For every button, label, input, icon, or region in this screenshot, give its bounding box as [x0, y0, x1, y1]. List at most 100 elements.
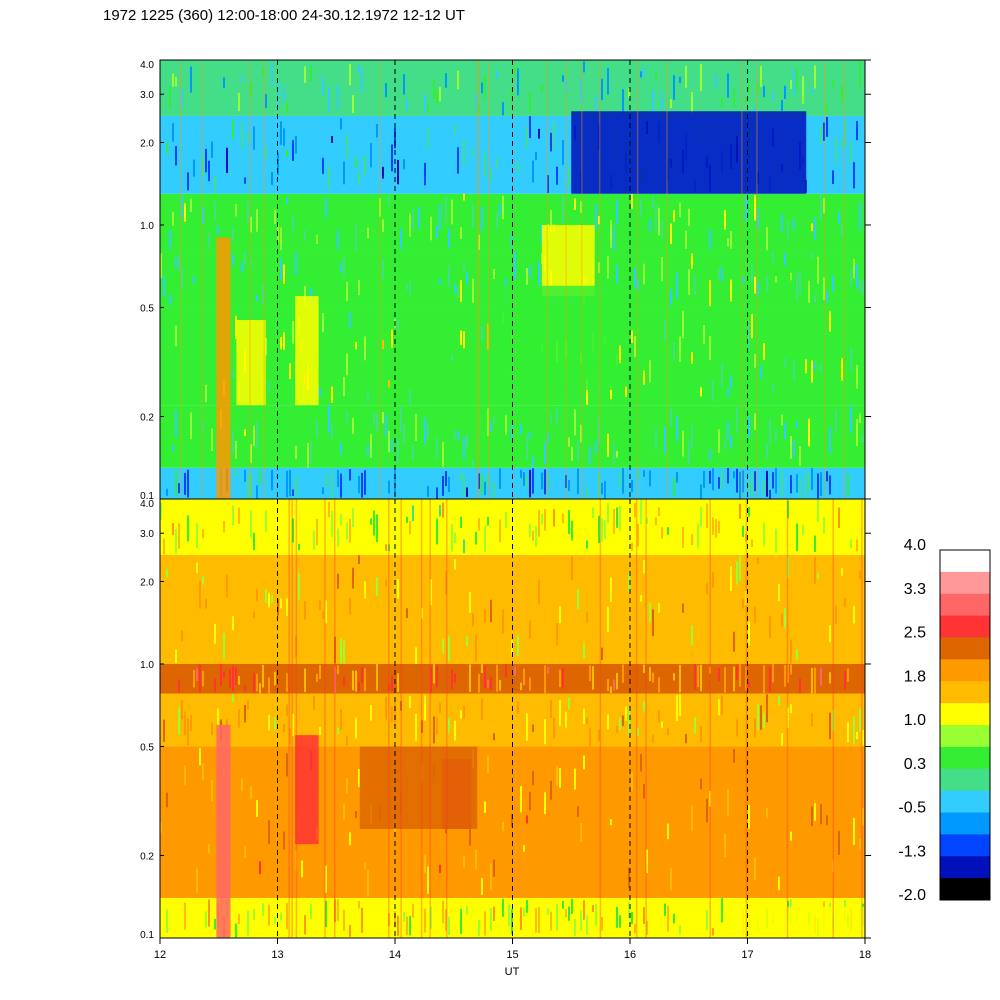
- heatmap-streak: [409, 479, 411, 496]
- heatmap-streak: [802, 524, 804, 536]
- heatmap-streak: [784, 608, 786, 628]
- burst-line: [832, 499, 834, 938]
- heatmap-streak: [274, 917, 276, 924]
- heatmap-streak: [781, 470, 783, 497]
- heatmap-streak: [352, 567, 354, 589]
- heatmap-streak: [334, 243, 336, 252]
- heatmap-streak: [508, 903, 510, 927]
- heatmap-streak: [832, 710, 834, 732]
- heatmap-streak: [655, 70, 657, 79]
- heatmap-streak: [283, 918, 285, 931]
- heatmap-streak: [421, 484, 423, 495]
- heatmap-streak: [199, 284, 201, 300]
- heatmap-streak: [376, 271, 378, 295]
- heatmap-streak: [304, 668, 306, 693]
- burst-line: [843, 60, 845, 499]
- heatmap-streak: [595, 903, 597, 926]
- heatmap-streak: [760, 705, 762, 730]
- heatmap-streak: [529, 265, 531, 278]
- heatmap-streak: [172, 123, 174, 142]
- heatmap-streak: [427, 866, 429, 894]
- heatmap-streak: [448, 265, 450, 288]
- heatmap-streak: [337, 573, 339, 589]
- heatmap-streak: [790, 272, 792, 281]
- heatmap-streak: [247, 132, 249, 142]
- heatmap-streak: [700, 725, 702, 743]
- heatmap-streak: [607, 433, 609, 457]
- heatmap-streak: [661, 721, 663, 728]
- heatmap-streak: [709, 470, 711, 484]
- heatmap-streak: [775, 666, 777, 679]
- heatmap-streak: [799, 270, 801, 295]
- heatmap-region: [724, 906, 865, 938]
- heatmap-streak: [715, 721, 717, 730]
- heatmap-streak: [163, 451, 165, 463]
- heatmap-streak: [304, 230, 306, 242]
- heatmap-streak: [682, 430, 684, 457]
- heatmap-streak: [184, 765, 186, 786]
- heatmap-streak: [718, 89, 720, 115]
- heatmap-streak: [202, 529, 204, 539]
- heatmap-streak: [184, 562, 186, 588]
- heatmap-streak: [529, 677, 531, 691]
- heatmap-streak: [178, 679, 180, 693]
- heatmap-streak: [553, 121, 555, 150]
- heatmap-streak: [487, 679, 489, 688]
- heatmap-streak: [565, 909, 567, 918]
- heatmap-streak: [181, 700, 183, 720]
- heatmap-streak: [697, 635, 699, 645]
- heatmap-streak: [817, 256, 819, 284]
- heatmap-streak: [214, 918, 216, 930]
- heatmap-streak: [781, 214, 783, 232]
- heatmap-streak: [208, 437, 210, 454]
- heatmap-streak: [604, 520, 606, 540]
- heatmap-streak: [859, 708, 861, 732]
- heatmap-streak: [262, 862, 264, 883]
- heatmap-streak: [673, 673, 675, 681]
- heatmap-streak: [550, 209, 552, 232]
- heatmap-streak: [538, 261, 540, 286]
- heatmap-streak: [730, 231, 732, 249]
- heatmap-streak: [238, 92, 240, 111]
- heatmap-streak: [622, 715, 624, 726]
- heatmap-streak: [214, 623, 216, 644]
- heatmap-streak: [790, 475, 792, 494]
- heatmap-streak: [640, 595, 642, 602]
- heatmap-streak: [595, 484, 597, 498]
- heatmap-streak: [370, 270, 372, 292]
- heatmap-streak: [229, 219, 231, 228]
- heatmap-streak: [433, 664, 435, 684]
- heatmap-streak: [613, 713, 615, 741]
- heatmap-streak: [223, 633, 225, 660]
- heatmap-streak: [730, 279, 732, 302]
- heatmap-streak: [250, 510, 252, 538]
- heatmap-streak: [727, 238, 729, 247]
- heatmap-streak: [613, 226, 615, 251]
- heatmap-streak: [562, 513, 564, 524]
- heatmap-streak: [748, 416, 750, 437]
- heatmap-streak: [850, 141, 852, 163]
- colorbar-swatch: [940, 637, 990, 660]
- heatmap-streak: [646, 618, 648, 643]
- burst-line: [645, 499, 647, 938]
- heatmap-streak: [754, 718, 756, 738]
- heatmap-streak: [280, 337, 282, 350]
- heatmap-streak: [577, 806, 579, 817]
- burst-line: [201, 60, 203, 499]
- heatmap-streak: [208, 68, 210, 80]
- heatmap-streak: [487, 323, 489, 350]
- heatmap-streak: [811, 251, 813, 259]
- heatmap-streak: [241, 905, 243, 923]
- heatmap-streak: [826, 815, 828, 826]
- heatmap-streak: [583, 644, 585, 659]
- heatmap-streak: [445, 73, 447, 88]
- heatmap-streak: [478, 703, 480, 724]
- heatmap-streak: [502, 116, 504, 139]
- heatmap-streak: [241, 76, 243, 83]
- heatmap-streak: [412, 505, 414, 522]
- heatmap-streak: [406, 666, 408, 681]
- burst-line: [333, 499, 336, 938]
- heatmap-streak: [598, 262, 600, 273]
- heatmap-streak: [799, 899, 801, 911]
- heatmap-streak: [685, 230, 687, 249]
